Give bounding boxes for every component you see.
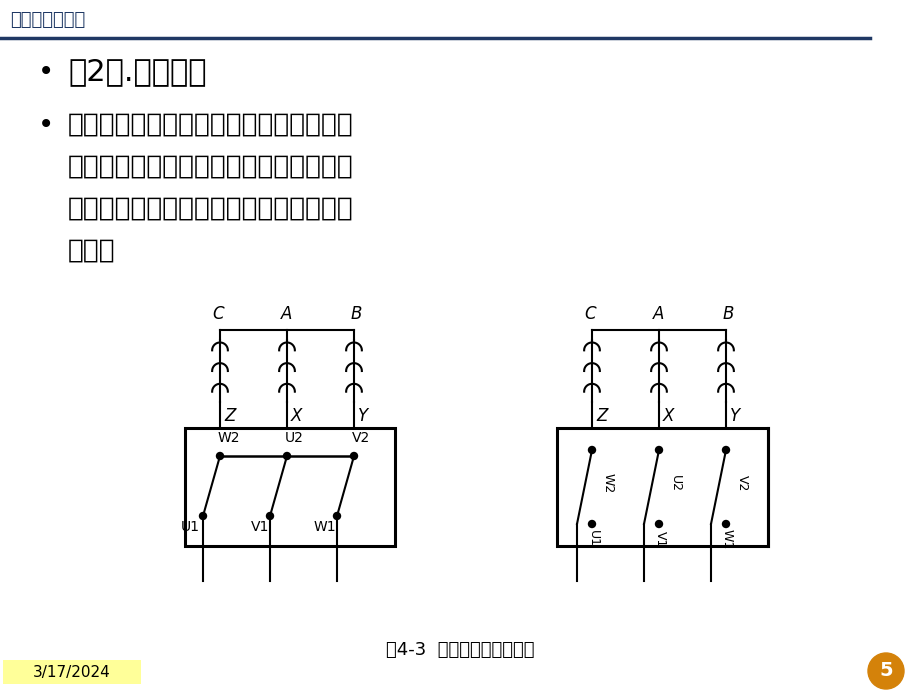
Circle shape <box>350 453 357 460</box>
Text: A: A <box>652 305 664 323</box>
Text: U2: U2 <box>285 431 303 445</box>
Bar <box>556 428 767 546</box>
Text: X: X <box>663 407 674 425</box>
Text: Z: Z <box>596 407 607 425</box>
Text: 转换。: 转换。 <box>68 238 116 264</box>
Text: 心线槽内，用以建立旋转磁场，实现能量: 心线槽内，用以建立旋转磁场，实现能量 <box>68 196 354 222</box>
Circle shape <box>654 520 662 527</box>
Text: W1: W1 <box>313 520 335 534</box>
Text: W2: W2 <box>601 473 614 493</box>
Text: 5: 5 <box>879 662 891 680</box>
Text: C: C <box>584 305 596 323</box>
Circle shape <box>721 446 729 453</box>
Text: 3/17/2024: 3/17/2024 <box>33 664 111 680</box>
Text: 度漆包铜线绕制而成，按一定规律嵌入铁: 度漆包铜线绕制而成，按一定规律嵌入铁 <box>68 154 354 180</box>
Text: •: • <box>38 58 54 86</box>
Circle shape <box>283 453 290 460</box>
Text: B: B <box>350 305 361 323</box>
Text: 定子绕组是电动机的电路部分，常用高强: 定子绕组是电动机的电路部分，常用高强 <box>68 112 354 138</box>
Text: W2: W2 <box>218 431 240 445</box>
Circle shape <box>654 446 662 453</box>
Text: V1: V1 <box>250 520 268 534</box>
Text: （2）.定子绕组: （2）.定子绕组 <box>68 57 206 86</box>
Circle shape <box>721 520 729 527</box>
Circle shape <box>867 653 903 689</box>
Text: U1: U1 <box>586 531 599 547</box>
Text: U2: U2 <box>668 475 681 491</box>
Circle shape <box>588 520 595 527</box>
Text: Y: Y <box>729 407 739 425</box>
Text: V2: V2 <box>352 431 369 445</box>
Circle shape <box>588 446 595 453</box>
Text: V2: V2 <box>735 475 748 491</box>
Text: Y: Y <box>357 407 368 425</box>
Circle shape <box>199 513 206 520</box>
Circle shape <box>267 513 273 520</box>
Circle shape <box>333 513 340 520</box>
Text: Z: Z <box>223 407 235 425</box>
Text: V1: V1 <box>653 531 666 547</box>
Text: C: C <box>212 305 223 323</box>
Text: W1: W1 <box>720 529 733 549</box>
Bar <box>185 428 394 546</box>
Text: X: X <box>290 407 302 425</box>
Text: 电机与电力拖动: 电机与电力拖动 <box>10 11 85 29</box>
Text: B: B <box>721 305 732 323</box>
Text: U1: U1 <box>181 520 199 534</box>
Text: 图4-3  定子接线盒端子接线: 图4-3 定子接线盒端子接线 <box>385 641 534 659</box>
Text: •: • <box>38 111 54 139</box>
Bar <box>3 660 141 684</box>
Text: A: A <box>281 305 292 323</box>
Circle shape <box>216 453 223 460</box>
